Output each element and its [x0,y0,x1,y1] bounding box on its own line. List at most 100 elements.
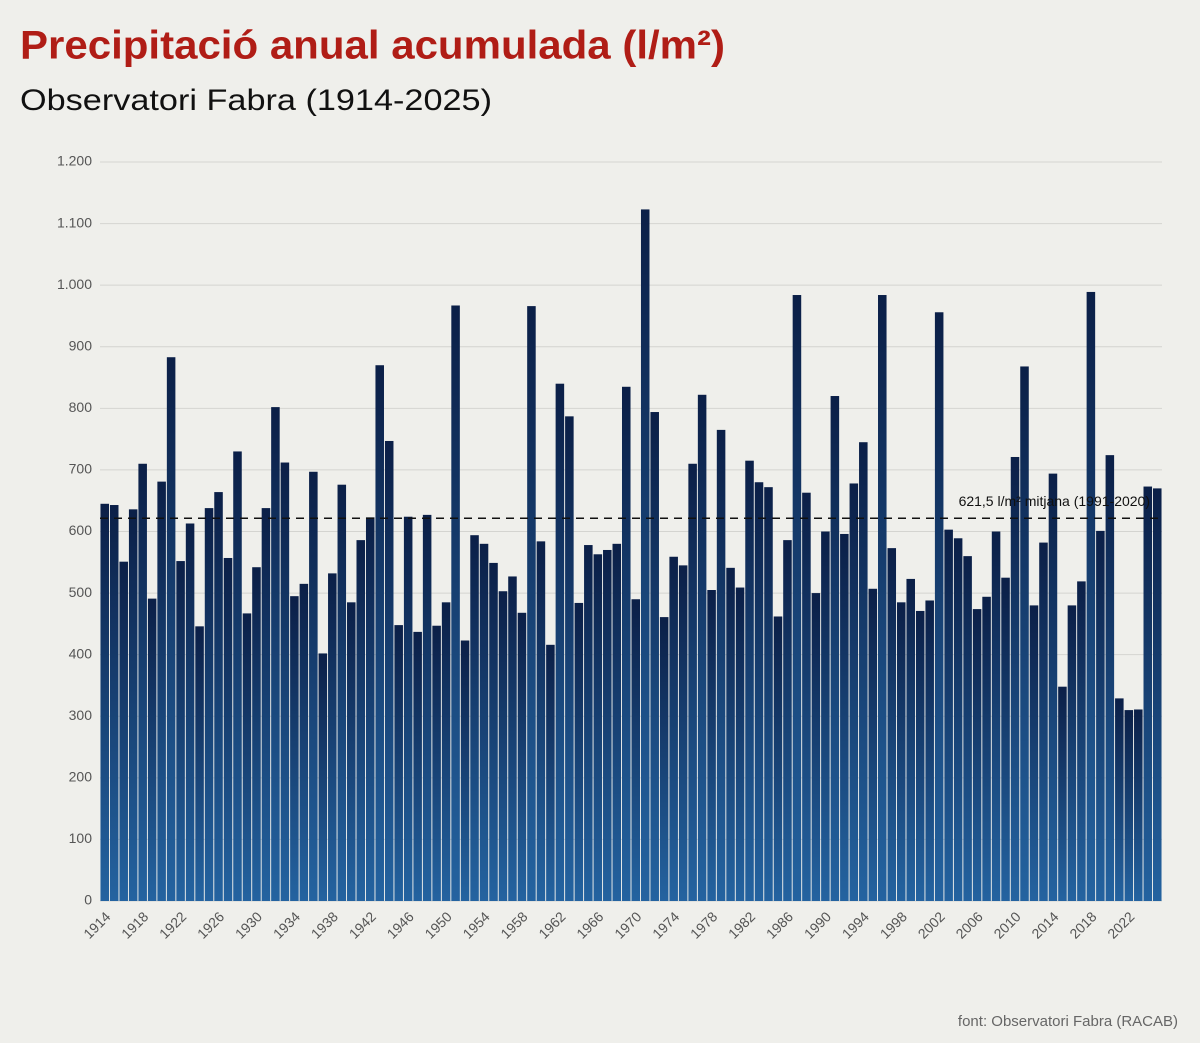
bar [1039,542,1048,901]
chart-subtitle: Observatori Fabra (1914-2025) [20,84,492,117]
bar [792,295,802,901]
y-tick-label: 900 [69,337,93,353]
bar [470,535,479,901]
y-tick-label: 800 [69,399,93,415]
bar [214,492,223,901]
bar [574,602,584,901]
source-note: font: Observatori Fabra (RACAB) [958,1013,1178,1030]
bar [1058,686,1067,901]
bar [337,484,347,901]
bar [802,492,811,901]
bar [432,625,441,901]
y-tick-label: 600 [69,522,93,538]
y-tick-label: 700 [69,461,93,477]
bar [640,209,650,901]
bar [138,463,147,901]
bar [678,565,688,901]
bar [546,644,555,901]
bar [109,505,119,901]
bar [707,590,716,901]
bar [906,578,915,901]
bar [621,386,631,901]
bar [1096,530,1105,901]
bar [821,531,830,901]
bar [593,554,603,901]
bar [280,462,290,901]
bar [925,600,934,901]
bar [413,631,422,901]
bar [119,561,128,901]
bar [223,557,233,901]
bar [669,556,678,901]
bar [1124,710,1134,901]
y-tick-label: 1.000 [57,276,92,292]
bar [1105,455,1115,901]
bar [271,407,280,901]
bar [299,583,309,901]
bar [754,482,764,901]
bar [896,602,906,901]
bar [773,616,783,901]
bar [1115,698,1124,901]
bar [128,509,138,901]
bar [991,531,1001,901]
bar [584,545,593,901]
bar [451,305,460,902]
bar [745,460,754,901]
bar [716,429,726,901]
chart-title: Precipitació anual acumulada (l/m²) [20,24,725,68]
bar [527,306,536,902]
bar [726,567,735,901]
bar [565,416,574,901]
bar [612,543,622,901]
bar [290,596,299,901]
bar [830,396,840,901]
bar [963,556,972,901]
y-tick-label: 1.200 [57,153,92,169]
y-tick-label: 400 [69,645,93,661]
bar [100,503,110,901]
bar [517,612,527,901]
bar [688,463,697,901]
bar [982,596,991,901]
bar [365,517,375,901]
bar [508,576,517,901]
bar [166,357,176,901]
bar [460,640,470,901]
bar [555,383,565,901]
bar [953,538,963,901]
bar [489,562,498,901]
y-tick-label: 100 [69,830,93,846]
bar [631,599,641,901]
bar [384,440,394,901]
bar [422,514,432,901]
bar [242,613,252,901]
bar [394,625,403,901]
y-tick-label: 500 [69,584,93,600]
bar [849,483,859,901]
bar [887,548,897,901]
bar [147,598,157,901]
bar [176,561,185,901]
bar [735,587,745,901]
bar [783,540,792,901]
y-tick-label: 300 [69,707,93,723]
bar [1029,605,1039,901]
y-tick-label: 1.100 [57,214,92,230]
bar [536,541,546,901]
bar [252,567,261,901]
bar [868,588,878,901]
bar [764,487,773,901]
bar [1086,291,1096,902]
bar [403,516,413,901]
bar [1067,605,1077,901]
bar [659,617,669,901]
y-tick-label: 200 [69,769,93,785]
bar [185,523,195,901]
bar [1152,488,1162,901]
bar [840,533,849,901]
mean-label: 621,5 l/m² mitjana (1991-2020) [959,493,1150,509]
bar [375,365,384,902]
bar [650,412,659,901]
